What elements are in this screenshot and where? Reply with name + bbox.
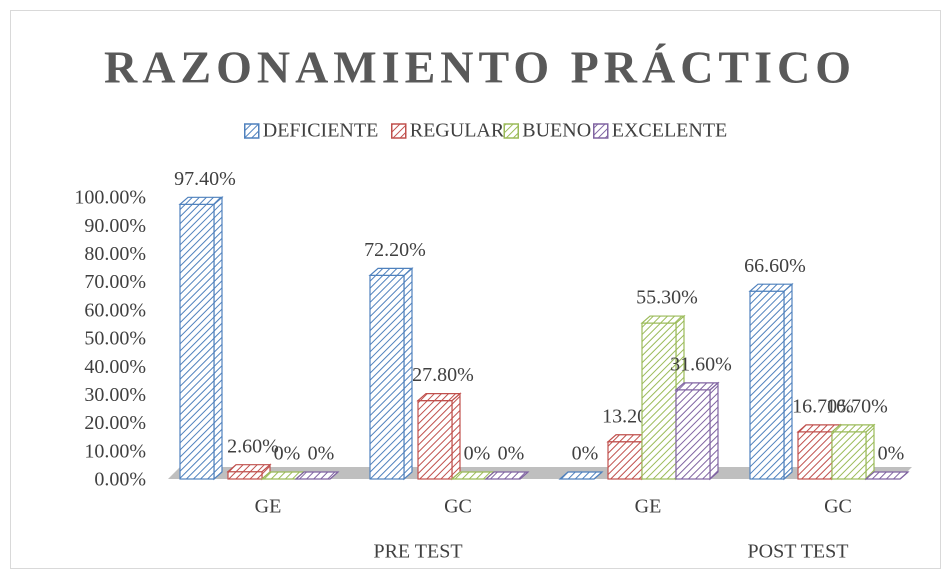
y-tick-label: 80.00% bbox=[84, 243, 146, 265]
bar-side bbox=[865, 423, 875, 481]
legend-label: BUENO bbox=[522, 120, 591, 142]
data-label: 2.60% bbox=[227, 435, 279, 457]
bar-top bbox=[864, 471, 910, 480]
bar-top bbox=[558, 471, 604, 480]
data-label: 16.70% bbox=[826, 395, 888, 417]
y-tick-label: 40.00% bbox=[84, 356, 146, 378]
bar-top bbox=[674, 382, 720, 391]
data-label: 0% bbox=[464, 443, 491, 465]
bar-top bbox=[830, 424, 876, 433]
data-label: 0% bbox=[274, 443, 301, 465]
data-label: 0% bbox=[308, 443, 335, 465]
legend-swatch bbox=[391, 123, 407, 139]
bar-top bbox=[484, 471, 530, 480]
y-tick-label: 0.00% bbox=[94, 469, 146, 491]
bar-top bbox=[748, 283, 794, 292]
bar bbox=[607, 441, 643, 480]
bar-side bbox=[403, 267, 413, 481]
y-tick-label: 10.00% bbox=[84, 440, 146, 462]
x-tick-label: GC bbox=[824, 496, 852, 518]
y-tick-label: 60.00% bbox=[84, 299, 146, 321]
data-label: 55.30% bbox=[636, 287, 698, 309]
bar bbox=[417, 400, 453, 480]
group-label: PRE TEST bbox=[373, 541, 462, 563]
data-label: 97.40% bbox=[174, 168, 236, 190]
data-label: 0% bbox=[498, 443, 525, 465]
y-tick-label: 90.00% bbox=[84, 215, 146, 237]
legend-swatch bbox=[244, 123, 260, 139]
chart-border bbox=[10, 10, 941, 569]
data-label: 27.80% bbox=[412, 364, 474, 386]
bar-top bbox=[294, 471, 340, 480]
y-tick-label: 100.00% bbox=[74, 187, 146, 209]
data-label: 66.60% bbox=[744, 255, 806, 277]
bar bbox=[675, 389, 711, 480]
data-label: 72.20% bbox=[364, 239, 426, 261]
y-tick-label: 30.00% bbox=[84, 384, 146, 406]
bar-side bbox=[709, 381, 719, 481]
data-label: 16.70% bbox=[792, 395, 854, 417]
data-label: 0% bbox=[572, 443, 599, 465]
x-tick-label: GE bbox=[635, 496, 662, 518]
floor bbox=[168, 467, 912, 479]
bar bbox=[227, 471, 263, 480]
bar-side bbox=[783, 282, 793, 481]
bar bbox=[641, 322, 677, 480]
legend-label: EXCELENTE bbox=[612, 120, 728, 142]
bar bbox=[797, 431, 833, 480]
group-label: POST TEST bbox=[748, 541, 849, 563]
y-tick-label: 20.00% bbox=[84, 412, 146, 434]
bar-top bbox=[368, 267, 414, 276]
bar-top bbox=[178, 196, 224, 205]
chart-title: RAZONAMIENTO PRÁCTICO bbox=[104, 42, 856, 93]
y-tick-label: 70.00% bbox=[84, 271, 146, 293]
bar bbox=[179, 203, 215, 480]
x-tick-label: GC bbox=[444, 496, 472, 518]
legend-label: DEFICIENTE bbox=[263, 120, 379, 142]
legend-swatch bbox=[503, 123, 519, 139]
bar bbox=[749, 290, 785, 480]
bar-top bbox=[640, 315, 686, 324]
bar-side bbox=[213, 196, 223, 481]
bar-top bbox=[226, 464, 272, 473]
y-tick-label: 50.00% bbox=[84, 328, 146, 350]
bar bbox=[369, 274, 405, 480]
bar bbox=[831, 431, 867, 480]
x-tick-label: GE bbox=[255, 496, 282, 518]
data-label: 0% bbox=[878, 443, 905, 465]
bar-top bbox=[416, 393, 462, 402]
legend-swatch bbox=[593, 123, 609, 139]
bar-side bbox=[451, 392, 461, 481]
legend-label: REGULAR bbox=[410, 120, 505, 142]
data-label: 31.60% bbox=[670, 353, 732, 375]
